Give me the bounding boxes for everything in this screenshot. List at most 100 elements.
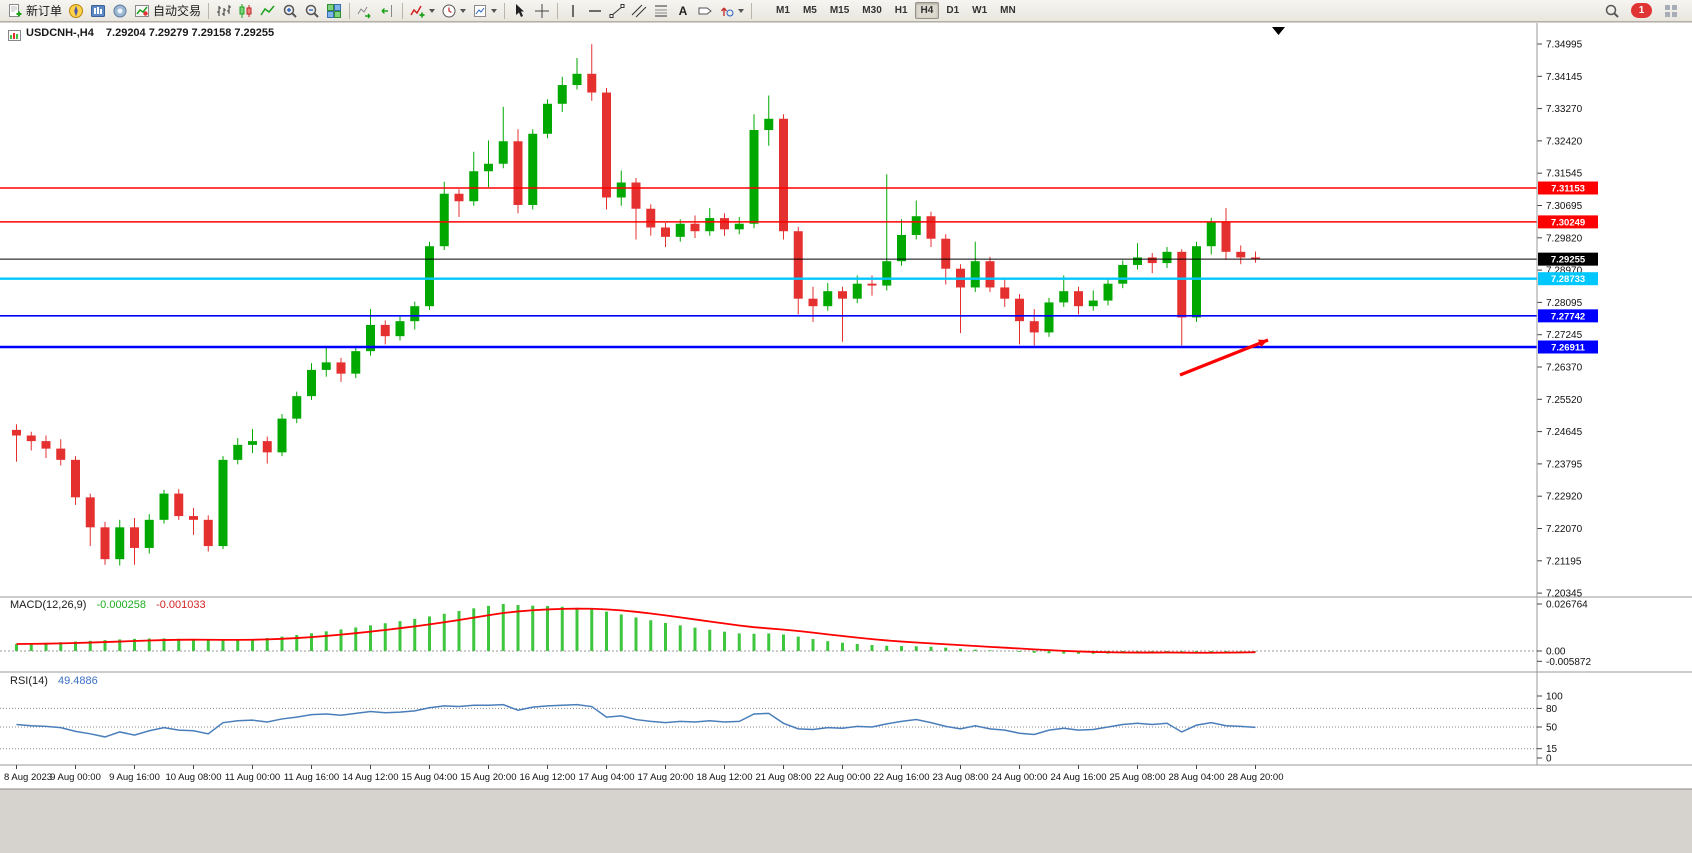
price-tag: [1538, 215, 1598, 229]
trend-arrow-annotation[interactable]: [1179, 338, 1269, 377]
toolbar-separator: [208, 2, 210, 19]
candle-bullish: [1088, 300, 1098, 307]
dropdown-caret-icon: [738, 8, 745, 13]
chart-ohlc-readout: 7.29204 7.29279 7.29158 7.29255: [105, 27, 275, 39]
fibo-icon: [655, 5, 668, 16]
time-axis-label: 14 Aug 12:00: [343, 772, 399, 783]
chart-shift-button[interactable]: [376, 1, 398, 21]
timeframe-m30[interactable]: M30: [862, 5, 882, 16]
candle-bearish: [1177, 251, 1187, 318]
indicators-button[interactable]: [407, 1, 438, 21]
candle-bullish: [159, 493, 169, 520]
timeframe-h4[interactable]: H4: [914, 2, 940, 19]
auto-scroll-button[interactable]: [354, 1, 376, 21]
templates-button[interactable]: [469, 1, 500, 21]
toolbar-separator: [557, 2, 559, 19]
zoom-out-icon: [305, 4, 319, 18]
data-window-button[interactable]: [109, 1, 131, 21]
candle-bearish: [130, 527, 139, 548]
price-axis-label: 7.33270: [1546, 104, 1583, 115]
price-axis-label: 7.29820: [1546, 233, 1583, 244]
chart-shift-marker[interactable]: [1272, 27, 1285, 35]
candle-bearish: [71, 459, 80, 498]
candle-bearish: [85, 497, 95, 528]
timeframe-m5[interactable]: M5: [802, 5, 817, 16]
price-axis-label: 7.28970: [1546, 266, 1583, 277]
channel-button[interactable]: [628, 1, 650, 21]
market-watch-button[interactable]: [87, 1, 109, 21]
trendline-button[interactable]: [606, 1, 628, 21]
chart-symbol-period: USDCNH-,H4: [26, 27, 94, 39]
candle-bullish: [543, 103, 552, 134]
shapes-icon: [720, 7, 734, 16]
search-button[interactable]: [1601, 1, 1623, 21]
time-axis-label: 9 Aug 00:00: [50, 772, 101, 783]
autotrading-button[interactable]: 自动交易: [131, 1, 204, 21]
notification-badge[interactable]: 1: [1631, 3, 1652, 18]
candle-bullish: [292, 396, 302, 419]
fibonacci-button[interactable]: [650, 1, 672, 21]
new-order-button[interactable]: 新订单: [4, 1, 65, 21]
horizontal-line-button[interactable]: [584, 1, 606, 21]
time-axis-label: 23 Aug 08:00: [933, 772, 989, 783]
macd-name: MACD(12,26,9): [10, 599, 87, 611]
timeframe-mn[interactable]: MN: [1000, 5, 1016, 16]
candle-bullish: [1044, 302, 1054, 333]
macd-signal-line: [16, 607, 1256, 654]
toolbar-separator: [504, 2, 506, 19]
crosshair-icon: [535, 3, 550, 18]
candle-bullish: [1059, 291, 1069, 303]
candle-bearish: [690, 223, 700, 232]
timeframe-d1[interactable]: D1: [946, 5, 960, 16]
tile-windows-button[interactable]: [323, 1, 345, 21]
navigator-button[interactable]: [65, 1, 87, 21]
candle-bearish: [1147, 257, 1157, 264]
toolbar-separator: [349, 2, 351, 19]
zoom-in-button[interactable]: [279, 1, 301, 21]
sound-icon: [113, 4, 127, 17]
price-axis-label: 7.34145: [1546, 72, 1583, 83]
price-tag-label: 7.26911: [1551, 342, 1586, 353]
toolbox-button[interactable]: [1660, 1, 1682, 21]
candle-bearish: [100, 527, 110, 560]
text-button[interactable]: A: [672, 1, 694, 21]
macd-signal-value: -0.001033: [156, 599, 206, 611]
candle-bearish: [203, 519, 213, 547]
price-axis-label: 7.23795: [1546, 459, 1583, 470]
price-tag: [1538, 309, 1598, 323]
time-axis-label: 22 Aug 16:00: [874, 772, 930, 783]
rsi-name: RSI(14): [10, 675, 48, 687]
crosshair-button[interactable]: [531, 1, 553, 21]
timeframe-h1[interactable]: H1: [894, 5, 908, 16]
compass-icon: [69, 3, 84, 18]
rsi-axis-label: 0: [1546, 754, 1552, 765]
candle-bullish: [115, 527, 125, 560]
candle-bearish: [587, 73, 597, 93]
market-icon: [91, 4, 106, 17]
bar-chart-mode-button[interactable]: [213, 1, 235, 21]
periods-button[interactable]: [438, 1, 469, 21]
timeframe-w1[interactable]: W1: [972, 5, 988, 16]
timeframe-m1[interactable]: M1: [776, 5, 790, 16]
cursor-button[interactable]: [509, 1, 531, 21]
candle-bullish: [705, 218, 715, 232]
candle-bullish: [911, 216, 921, 235]
arrows-button[interactable]: [716, 1, 747, 21]
zoom-out-button[interactable]: [301, 1, 323, 21]
time-axis-label: 22 Aug 00:00: [815, 772, 871, 783]
text-label-button[interactable]: [694, 1, 716, 21]
price-axis-label: 7.30695: [1546, 201, 1583, 212]
macd-axis-label: 0.00: [1546, 647, 1566, 658]
bars-icon: [217, 4, 232, 16]
timeframe-m15[interactable]: M15: [829, 5, 850, 16]
candle-bearish: [941, 238, 951, 269]
price-tag-label: 7.31153: [1551, 184, 1585, 195]
candle-bearish: [1029, 321, 1039, 333]
line-chart-mode-button[interactable]: [257, 1, 279, 21]
candlestick-mode-button[interactable]: [235, 1, 257, 21]
zoom-in-icon: [283, 4, 297, 18]
vertical-line-button[interactable]: [562, 1, 584, 21]
candle-bearish: [41, 441, 51, 449]
candle-bullish: [307, 369, 316, 397]
